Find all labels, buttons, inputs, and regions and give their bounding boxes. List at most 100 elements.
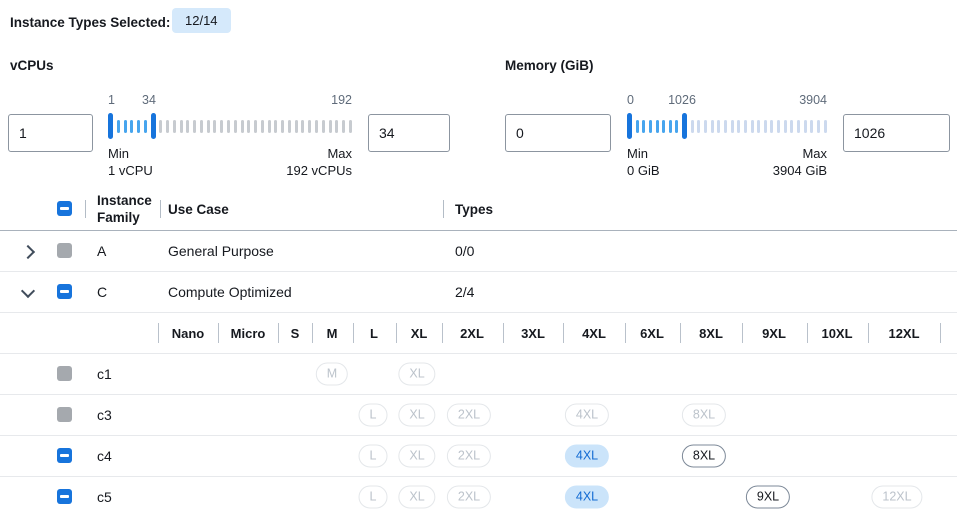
slider-tick	[710, 119, 714, 133]
slider-tick	[116, 119, 120, 133]
column-divider	[442, 323, 443, 343]
slider-tick	[281, 119, 285, 133]
memory-filter-title: Memory (GiB)	[505, 58, 594, 73]
family-checkbox-c[interactable]	[57, 284, 72, 299]
vcpus-max-word: Max	[327, 146, 352, 161]
vcpus-filter-title: vCPUs	[10, 58, 54, 73]
slider-handle[interactable]	[150, 113, 156, 139]
column-divider	[868, 323, 869, 343]
slider-tick	[321, 119, 325, 133]
slider-tick	[301, 119, 305, 133]
column-divider	[218, 323, 219, 343]
slider-tick	[662, 119, 666, 133]
vcpus-slider[interactable]: 1 34 192 Min 1 vCPU Max 192 vCPUs	[108, 93, 352, 180]
slider-tick	[810, 119, 814, 133]
size-pill-xl: XL	[398, 403, 436, 427]
slider-handle[interactable]	[108, 113, 113, 139]
instance-row-c5: c5 L XL 2XL 4XL 9XL 12XL	[0, 477, 957, 510]
column-divider	[353, 323, 354, 343]
slider-tick	[199, 119, 203, 133]
size-column-header-2xl: 2XL	[460, 325, 484, 341]
memory-slider-track[interactable]	[627, 113, 827, 139]
instance-name: c4	[97, 447, 112, 464]
slider-tick	[816, 119, 820, 133]
size-column-header-xl: XL	[410, 325, 428, 341]
column-divider	[443, 200, 444, 218]
vcpus-scale-current-label: 34	[142, 93, 156, 107]
vcpus-max-value: 192 vCPUs	[286, 163, 352, 178]
memory-from-input[interactable]	[505, 114, 611, 152]
column-divider	[158, 323, 159, 343]
instance-name: c3	[97, 406, 112, 423]
select-all-checkbox[interactable]	[57, 201, 72, 216]
slider-tick	[159, 119, 163, 133]
family-name: C	[97, 283, 108, 300]
slider-tick	[179, 119, 183, 133]
slider-tick	[655, 119, 659, 133]
size-pill-9xl[interactable]: 9XL	[745, 485, 791, 509]
slider-tick	[642, 119, 646, 133]
instance-checkbox-c4[interactable]	[57, 448, 72, 463]
column-divider	[563, 323, 564, 343]
size-pill-4xl[interactable]: 4XL	[564, 485, 610, 509]
slider-tick	[790, 119, 794, 133]
instance-name: c5	[97, 488, 112, 505]
slider-tick	[750, 119, 754, 133]
family-row-a: A General Purpose 0/0	[0, 231, 957, 272]
vcpus-from-input[interactable]	[8, 114, 93, 152]
size-column-header-m: M	[326, 325, 338, 341]
slider-tick	[723, 119, 727, 133]
slider-handle[interactable]	[682, 113, 688, 139]
column-divider	[625, 323, 626, 343]
size-pill-l: L	[358, 485, 388, 509]
slider-tick	[704, 119, 708, 133]
memory-scale-max-label: 3904	[799, 93, 827, 107]
slider-tick	[254, 119, 258, 133]
slider-tick	[193, 119, 197, 133]
size-column-header-9xl: 9XL	[762, 325, 786, 341]
instance-checkbox-c3	[57, 407, 72, 422]
vcpus-slider-track[interactable]	[108, 113, 352, 139]
memory-min-word: Min	[627, 146, 648, 161]
size-columns-header-row: Nano Micro S M L XL 2XL 3XL 4XL 6XL 8XL 9XL 10XL 12XL	[0, 313, 957, 354]
column-divider	[807, 323, 808, 343]
column-header-types: Types	[455, 201, 494, 217]
slider-tick	[143, 119, 147, 133]
size-column-header-3xl: 3XL	[521, 325, 545, 341]
size-pill-m: M	[315, 362, 349, 386]
size-pill-2xl: 2XL	[446, 444, 492, 468]
column-divider	[160, 200, 161, 218]
selected-count-badge: 12/14	[172, 8, 231, 33]
vcpus-to-input[interactable]	[368, 114, 450, 152]
slider-tick	[287, 119, 291, 133]
slider-tick	[730, 119, 734, 133]
slider-tick	[137, 119, 141, 133]
instance-checkbox-c5[interactable]	[57, 489, 72, 504]
slider-tick	[717, 119, 721, 133]
expand-chevron-icon[interactable]	[20, 244, 36, 260]
slider-tick	[342, 119, 346, 133]
memory-to-input[interactable]	[843, 114, 950, 152]
slider-tick	[328, 119, 332, 133]
size-pill-8xl[interactable]: 8XL	[681, 444, 727, 468]
memory-scale-min-label: 0	[627, 93, 634, 107]
slider-tick	[220, 119, 224, 133]
column-divider	[680, 323, 681, 343]
size-pill-4xl[interactable]: 4XL	[564, 444, 610, 468]
slider-tick	[130, 119, 134, 133]
slider-tick	[668, 119, 672, 133]
column-divider	[940, 323, 941, 343]
memory-slider[interactable]: 0 1026 3904 Min 0 GiB Max 3904 GiB	[627, 93, 827, 180]
slider-handle[interactable]	[627, 113, 632, 139]
size-pill-2xl: 2XL	[446, 485, 492, 509]
collapse-chevron-icon[interactable]	[20, 283, 36, 299]
slider-tick	[335, 119, 339, 133]
slider-tick	[123, 119, 127, 133]
family-name: A	[97, 242, 107, 259]
column-divider	[85, 200, 86, 218]
table-header-row: Instance Family Use Case Types	[0, 188, 957, 231]
vcpus-min-value: 1 vCPU	[108, 163, 153, 178]
family-use-case: Compute Optimized	[168, 283, 292, 300]
vcpus-scale-min-label: 1	[108, 93, 115, 107]
slider-tick	[166, 119, 170, 133]
